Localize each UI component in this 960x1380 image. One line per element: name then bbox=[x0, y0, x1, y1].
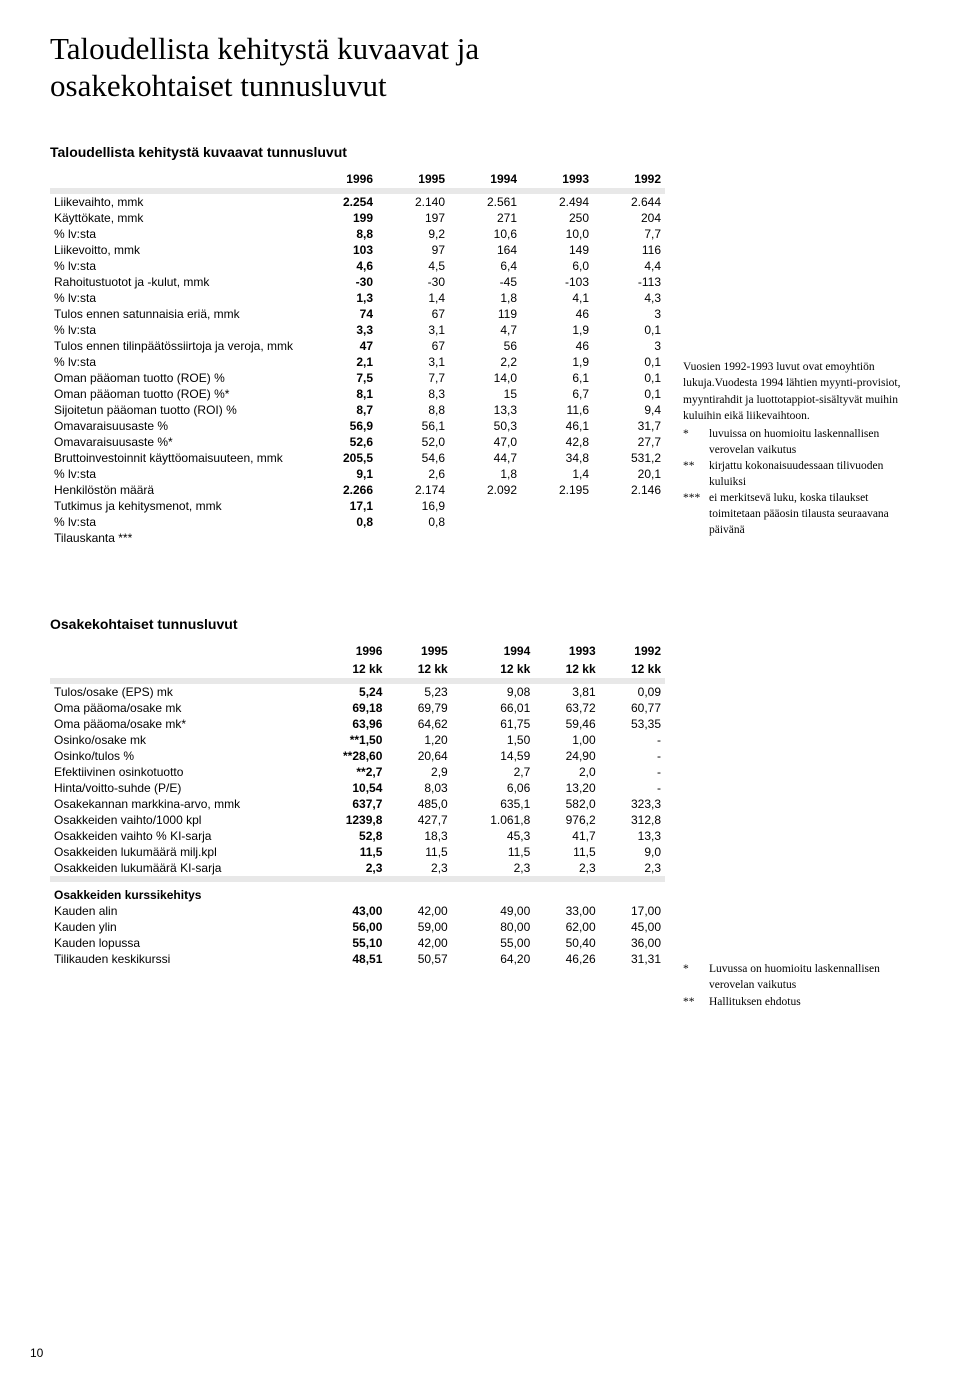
table-row: % lv:sta0,80,8 bbox=[50, 514, 665, 530]
table-row: Osinko/tulos %**28,6020,6414,5924,90- bbox=[50, 748, 665, 764]
page-number: 10 bbox=[30, 1346, 43, 1360]
table1-title: Taloudellista kehitystä kuvaavat tunnusl… bbox=[50, 144, 665, 160]
table-row: Kauden ylin56,0059,0080,0062,0045,00 bbox=[50, 919, 665, 935]
table-row: Osakkeiden vaihto/1000 kpl1239,8427,71.0… bbox=[50, 812, 665, 828]
table-row: Osinko/osake mk**1,501,201,501,00- bbox=[50, 732, 665, 748]
table-row: Oma pääoma/osake mk*63,9664,6261,7559,46… bbox=[50, 716, 665, 732]
table2-subhead: Osakkeiden kurssikehitys bbox=[50, 882, 665, 903]
table-row: Omavaraisuusaste %*52,652,047,042,827,7 bbox=[50, 434, 665, 450]
table2-header-years: 1996 1995 1994 1993 1992 bbox=[50, 642, 665, 660]
page-title: Taloudellista kehitystä kuvaavat ja osak… bbox=[50, 30, 920, 104]
table-row: Oman pääoman tuotto (ROE) %*8,18,3156,70… bbox=[50, 386, 665, 402]
table-row: % lv:sta8,89,210,610,07,7 bbox=[50, 226, 665, 242]
table-row: Tulos ennen satunnaisia eriä, mmk7467119… bbox=[50, 306, 665, 322]
table-row: Efektiivinen osinkotuotto**2,72,92,72,0- bbox=[50, 764, 665, 780]
table-row: Tulos/osake (EPS) mk5,245,239,083,810,09 bbox=[50, 684, 665, 700]
table-row: % lv:sta1,31,41,84,14,3 bbox=[50, 290, 665, 306]
table-row: % lv:sta2,13,12,21,90,1 bbox=[50, 354, 665, 370]
note-line: **kirjattu kokonaisuudessaan tilivuoden … bbox=[683, 458, 920, 490]
table2: 1996 1995 1994 1993 1992 12 kk 12 kk 12 … bbox=[50, 642, 665, 967]
table-row: Osakkeiden lukumäärä milj.kpl11,511,511,… bbox=[50, 844, 665, 860]
table2-row: Osakekohtaiset tunnusluvut 1996 1995 199… bbox=[50, 616, 920, 1009]
table-row: Tutkimus ja kehitysmenot, mmk17,116,9 bbox=[50, 498, 665, 514]
notes1-intro: Vuosien 1992-1993 luvut ovat emoyhtiön l… bbox=[683, 359, 920, 423]
table-row: Tulos ennen tilinpäätössiirtoja ja veroj… bbox=[50, 338, 665, 354]
table1: 1996 1995 1994 1993 1992 Liikevaihto, mm… bbox=[50, 170, 665, 546]
table2-title: Osakekohtaiset tunnusluvut bbox=[50, 616, 665, 632]
table-row: Tilauskanta *** bbox=[50, 530, 665, 546]
table1-block: Taloudellista kehitystä kuvaavat tunnusl… bbox=[50, 144, 665, 546]
note-line: ***ei merkitsevä luku, koska tilaukset t… bbox=[683, 490, 920, 538]
table-header: 1996 1995 1994 1993 1992 bbox=[50, 170, 665, 188]
table-row: Omavaraisuusaste %56,956,150,346,131,7 bbox=[50, 418, 665, 434]
table-row: Bruttoinvestoinnit käyttöomaisuuteen, mm… bbox=[50, 450, 665, 466]
table-row: Käyttökate, mmk199197271250204 bbox=[50, 210, 665, 226]
table-row: % lv:sta3,33,14,71,90,1 bbox=[50, 322, 665, 338]
table-row: Hinta/voitto-suhde (P/E)10,548,036,0613,… bbox=[50, 780, 665, 796]
table-row: Liikevaihto, mmk2.2542.1402.5612.4942.64… bbox=[50, 194, 665, 210]
table-row: Rahoitustuotot ja -kulut, mmk-30-30-45-1… bbox=[50, 274, 665, 290]
table-row: Liikevoitto, mmk10397164149116 bbox=[50, 242, 665, 258]
table-row: Osakkeiden vaihto % KI-sarja52,818,345,3… bbox=[50, 828, 665, 844]
note-line: *luvuissa on huomioitu laskennallisen ve… bbox=[683, 426, 920, 458]
note-line: *Luvussa on huomioitu laskennallisen ver… bbox=[683, 961, 920, 993]
table-row: % lv:sta4,64,56,46,04,4 bbox=[50, 258, 665, 274]
notes1: Vuosien 1992-1993 luvut ovat emoyhtiön l… bbox=[683, 144, 920, 546]
table-row: Sijoitetun pääoman tuotto (ROI) %8,78,81… bbox=[50, 402, 665, 418]
table2-header-sub: 12 kk 12 kk 12 kk 12 kk 12 kk bbox=[50, 660, 665, 678]
table-row: Henkilöstön määrä2.2662.1742.0922.1952.1… bbox=[50, 482, 665, 498]
notes2: *Luvussa on huomioitu laskennallisen ver… bbox=[683, 616, 920, 1009]
table-row: Oman pääoman tuotto (ROE) %7,57,714,06,1… bbox=[50, 370, 665, 386]
note-line: **Hallituksen ehdotus bbox=[683, 994, 920, 1010]
table-row: Tilikauden keskikurssi48,5150,5764,2046,… bbox=[50, 951, 665, 967]
table1-row: Taloudellista kehitystä kuvaavat tunnusl… bbox=[50, 144, 920, 546]
table-row: Osakekannan markkina-arvo, mmk637,7485,0… bbox=[50, 796, 665, 812]
table-row: Kauden alin43,0042,0049,0033,0017,00 bbox=[50, 903, 665, 919]
table2-block: Osakekohtaiset tunnusluvut 1996 1995 199… bbox=[50, 616, 665, 1009]
table-row: % lv:sta9,12,61,81,420,1 bbox=[50, 466, 665, 482]
table-row: Kauden lopussa55,1042,0055,0050,4036,00 bbox=[50, 935, 665, 951]
table-row: Osakkeiden lukumäärä KI-sarja2,32,32,32,… bbox=[50, 860, 665, 876]
table-row: Oma pääoma/osake mk69,1869,7966,0163,726… bbox=[50, 700, 665, 716]
